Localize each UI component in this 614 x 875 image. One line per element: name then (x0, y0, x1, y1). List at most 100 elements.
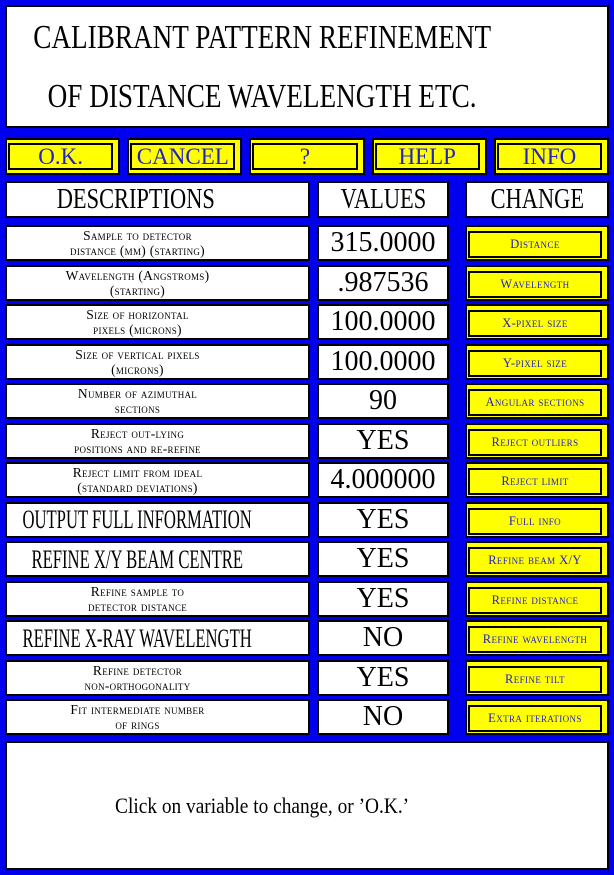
change-button-label: Reject outliers (491, 434, 579, 449)
column-header-values: VALUES (317, 181, 449, 218)
question-button-label: ? (299, 143, 311, 169)
column-header-descriptions: DESCRIPTIONS (5, 181, 310, 218)
change-button-label: Refine wavelength (482, 632, 588, 646)
description-line: Number of azimuthal (77, 386, 198, 401)
change-button-face: Refine tilt (468, 665, 602, 693)
change-button-label: Refine distance (491, 592, 579, 607)
change-button-wavelength[interactable]: Wavelength (465, 264, 609, 301)
change-button-label: Full info (508, 513, 562, 528)
change-button-label: Y-pixel size (502, 355, 568, 370)
table-row: Refine sample to detector distance YES R… (5, 580, 609, 617)
description-line: Size of horizontal (86, 307, 189, 322)
title-line-1: CALIBRANT PATTERN REFINEMENT (33, 19, 491, 56)
row-description: Reject limit from ideal (standard deviat… (5, 462, 310, 498)
change-button-face: Refine distance (468, 586, 602, 614)
table-row: Size of vertical pixels (microns) 100.00… (5, 343, 609, 380)
table-row: Fit intermediate number of rings NO Extr… (5, 699, 609, 735)
row-value: 100.0000 (317, 343, 449, 380)
change-button-refine-beam-xy[interactable]: Refine beam X/Y (465, 541, 609, 577)
column-header-change: CHANGE (465, 181, 609, 218)
change-button-label: Angular sections (485, 395, 585, 409)
row-description: Refine detector non-orthogonality (5, 659, 310, 696)
cancel-button-face: CANCEL (130, 143, 236, 170)
table-row: Number of azimuthal sections 90 Angular … (5, 383, 609, 419)
description-line: pixels (microns) (93, 322, 182, 337)
row-value: .987536 (317, 264, 449, 301)
column-header-label: CHANGE (490, 183, 584, 215)
change-button-label: Wavelength (500, 276, 570, 291)
change-button-face: Extra iterations (468, 705, 602, 732)
change-button-reject-limit[interactable]: Reject limit (465, 462, 609, 498)
table-row: Reject out-lying positions and re-refine… (5, 422, 609, 459)
row-value: 90 (317, 383, 449, 419)
ok-button-label: O.K. (38, 143, 83, 169)
description-line: Reject out-lying (90, 425, 185, 441)
table-row: OUTPUT FULL INFORMATION YES Full info (5, 501, 609, 538)
help-button-label: HELP (398, 143, 456, 169)
cancel-button[interactable]: CANCEL (127, 138, 243, 175)
title-line-2: OF DISTANCE WAVELENGTH ETC. (47, 78, 477, 115)
description-line: Refine sample to (90, 583, 185, 599)
table-row: Wavelength (Angstroms) (starting) .98753… (5, 264, 609, 301)
change-button-y-pixel-size[interactable]: Y-pixel size (465, 343, 609, 380)
description-line: Reject limit from ideal (72, 465, 203, 480)
toolbar: O.K. CANCEL ? HELP INFO (5, 138, 610, 175)
row-value: NO (317, 699, 449, 735)
description-line: (starting) (109, 282, 166, 298)
table-row: Size of horizontal pixels (microns) 100.… (5, 304, 609, 340)
row-description: Sample to detector distance (mm) (starti… (5, 225, 310, 261)
change-button-face: Wavelength (468, 270, 602, 298)
row-description: OUTPUT FULL INFORMATION (5, 501, 310, 538)
help-button[interactable]: HELP (371, 138, 487, 175)
row-description: Size of vertical pixels (microns) (5, 343, 310, 380)
status-message-box: Click on variable to change, or ’O.K.’ (5, 741, 609, 870)
change-button-extra-iterations[interactable]: Extra iterations (465, 699, 609, 735)
row-value: YES (317, 541, 449, 577)
change-button-full-info[interactable]: Full info (465, 501, 609, 538)
change-button-face: Distance (468, 231, 602, 258)
info-button-label: INFO (522, 143, 577, 169)
row-description: Refine sample to detector distance (5, 580, 310, 617)
question-button[interactable]: ? (249, 138, 365, 175)
description-line: Refine detector (92, 662, 183, 678)
row-value: 100.0000 (317, 304, 449, 340)
table-row: REFINE X-RAY WAVELENGTH NO Refine wavele… (5, 620, 609, 656)
info-button[interactable]: INFO (493, 138, 610, 175)
change-button-reject-outliers[interactable]: Reject outliers (465, 422, 609, 459)
row-value: YES (317, 580, 449, 617)
change-button-refine-wavelength[interactable]: Refine wavelength (465, 620, 609, 656)
row-value: YES (317, 659, 449, 696)
description-line: positions and re-refine (74, 440, 201, 456)
description-line: non-orthogonality (84, 677, 191, 693)
change-button-label: Refine tilt (504, 671, 566, 686)
title-box: CALIBRANT PATTERN REFINEMENT OF DISTANCE… (5, 5, 609, 128)
ok-button-face: O.K. (8, 143, 114, 170)
change-button-face: X-pixel size (468, 310, 602, 337)
description-line: REFINE X/Y BEAM CENTRE (31, 544, 244, 574)
row-description: Reject out-lying positions and re-refine (5, 422, 310, 459)
change-button-angular-sections[interactable]: Angular sections (465, 383, 609, 419)
table-row: Refine detector non-orthogonality YES Re… (5, 659, 609, 696)
change-button-refine-distance[interactable]: Refine distance (465, 580, 609, 617)
change-button-x-pixel-size[interactable]: X-pixel size (465, 304, 609, 340)
question-button-face: ? (252, 143, 358, 170)
change-button-face: Refine wavelength (468, 626, 602, 653)
row-value: YES (317, 501, 449, 538)
row-description: REFINE X-RAY WAVELENGTH (5, 620, 310, 656)
description-line: (standard deviations) (77, 480, 198, 495)
row-description: Wavelength (Angstroms) (starting) (5, 264, 310, 301)
change-button-distance[interactable]: Distance (465, 225, 609, 261)
change-button-face: Angular sections (468, 389, 602, 416)
change-button-label: Distance (510, 237, 560, 251)
change-button-label: Reject limit (501, 474, 569, 488)
parameter-table: Sample to detector distance (mm) (starti… (5, 225, 609, 735)
column-header-label: VALUES (340, 183, 426, 215)
ok-button[interactable]: O.K. (5, 138, 121, 175)
description-line: (microns) (111, 361, 164, 377)
help-button-face: HELP (374, 143, 480, 170)
change-button-label: X-pixel size (502, 316, 568, 330)
change-button-refine-tilt[interactable]: Refine tilt (465, 659, 609, 696)
row-value: YES (317, 422, 449, 459)
description-line: sections (114, 401, 161, 416)
